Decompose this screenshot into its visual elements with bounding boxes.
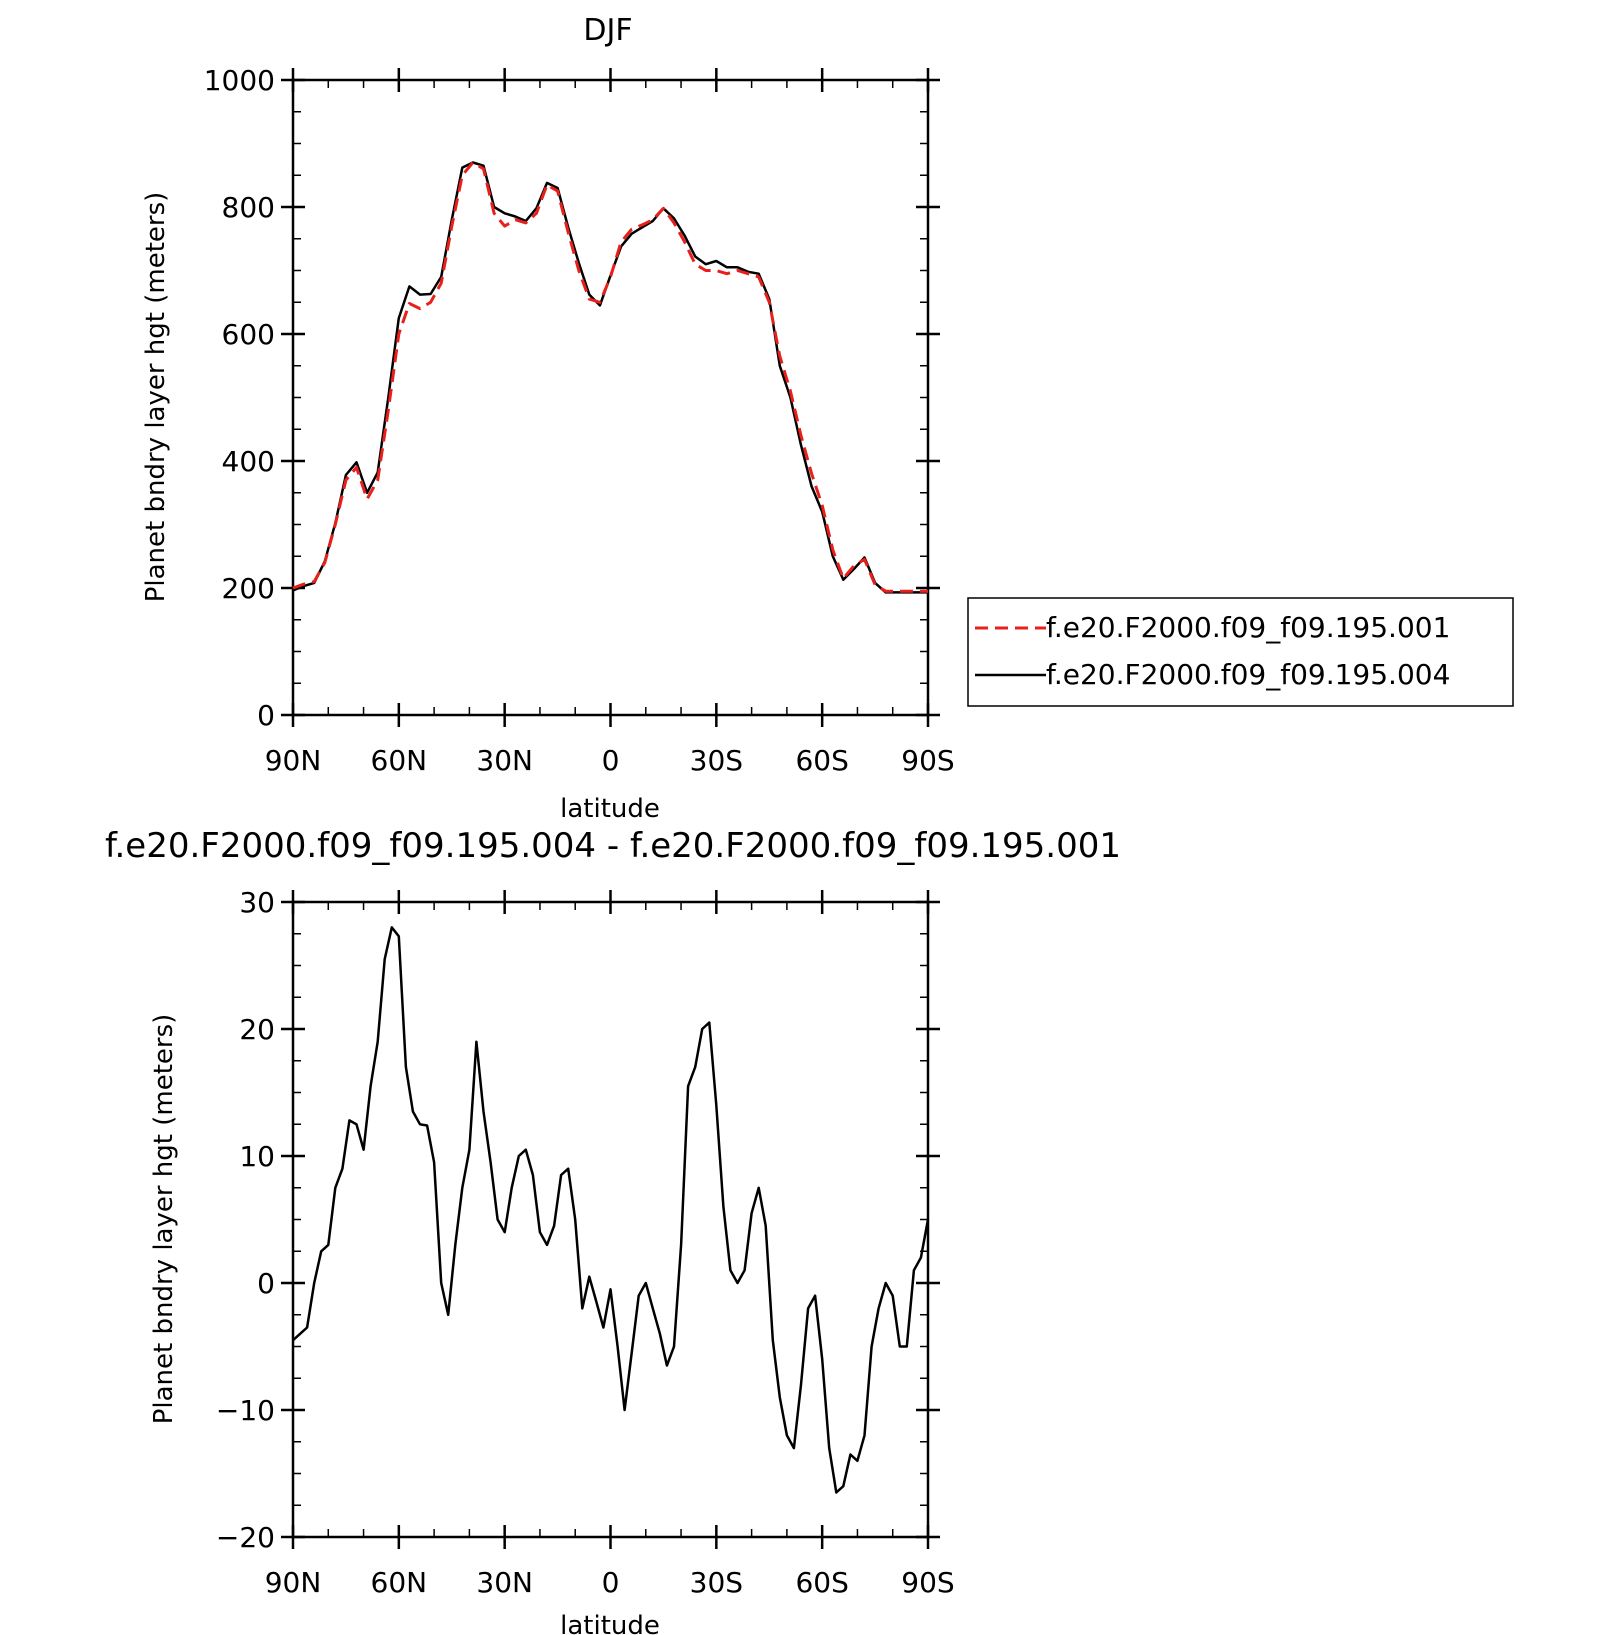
bottom-x-tick-label: 90S (901, 1566, 954, 1599)
top-y-tick-label: 400 (222, 445, 275, 478)
bottom-y-tick-labels: −20 −10 0 10 20 30 (216, 886, 275, 1554)
bottom-y-tick-label: 20 (239, 1013, 275, 1046)
top-x-tick-label: 60S (795, 744, 848, 777)
bottom-panel: f.e20.F2000.f09_f09.195.004 - f.e20.F200… (105, 826, 1121, 1635)
top-y-tick-label: 0 (257, 699, 275, 732)
legend: f.e20.F2000.f09_f09.195.001 f.e20.F2000.… (967, 597, 1514, 707)
top-x-tick-label: 90N (265, 744, 322, 777)
top-y-tick-label: 600 (222, 318, 275, 351)
bottom-x-tick-label: 60S (795, 1566, 848, 1599)
bottom-plot-frame (291, 900, 930, 1539)
top-y-tick-label: 800 (222, 191, 275, 224)
top-x-tick-label: 90S (901, 744, 954, 777)
top-x-tick-label: 60N (371, 744, 428, 777)
legend-label-series-1: f.e20.F2000.f09_f09.195.001 (1046, 611, 1450, 644)
top-series-line-2 (292, 161, 928, 593)
bottom-x-tick-label: 0 (602, 1566, 620, 1599)
bottom-x-tick-label: 90N (265, 1566, 322, 1599)
top-x-tick-label: 0 (602, 744, 620, 777)
top-x-tick-labels: 90N 60N 30N 0 30S 60S 90S (265, 744, 955, 777)
bottom-series-group (292, 926, 930, 1494)
bottom-x-tick-label: 30N (476, 1566, 533, 1599)
bottom-x-axis-label: latitude (560, 1611, 660, 1635)
top-y-tick-label: 1000 (204, 64, 275, 97)
bottom-y-tick-label: 30 (239, 886, 275, 919)
bottom-x-tick-labels: 90N 60N 30N 0 30S 60S 90S (265, 1566, 955, 1599)
bottom-axis-ticks (281, 890, 940, 1549)
legend-box (967, 597, 1514, 707)
top-y-tick-label: 200 (222, 572, 275, 605)
top-x-tick-label: 30N (476, 744, 533, 777)
bottom-y-tick-label: −10 (216, 1394, 275, 1427)
bottom-chart-title: f.e20.F2000.f09_f09.195.004 - f.e20.F200… (105, 826, 1121, 866)
top-axis-ticks (281, 68, 940, 727)
bottom-y-axis-label: Planet bndry layer hgt (meters) (149, 1014, 179, 1425)
top-y-tick-labels: 0 200 400 600 800 1000 (204, 64, 275, 732)
bottom-x-tick-label: 30S (690, 1566, 743, 1599)
legend-label-series-2: f.e20.F2000.f09_f09.195.004 (1046, 658, 1450, 691)
bottom-y-tick-label: 10 (239, 1140, 275, 1173)
top-chart-title: DJF (583, 13, 632, 48)
top-series-group (292, 161, 928, 594)
bottom-y-tick-label: 0 (257, 1267, 275, 1300)
top-series-line-1 (292, 161, 928, 594)
bottom-series-line-1 (292, 926, 930, 1494)
bottom-x-tick-label: 60N (371, 1566, 428, 1599)
top-x-axis-label: latitude (560, 794, 660, 824)
bottom-y-tick-label: −20 (216, 1521, 275, 1554)
top-x-tick-label: 30S (690, 744, 743, 777)
top-y-axis-label: Planet bndry layer hgt (meters) (141, 192, 171, 603)
